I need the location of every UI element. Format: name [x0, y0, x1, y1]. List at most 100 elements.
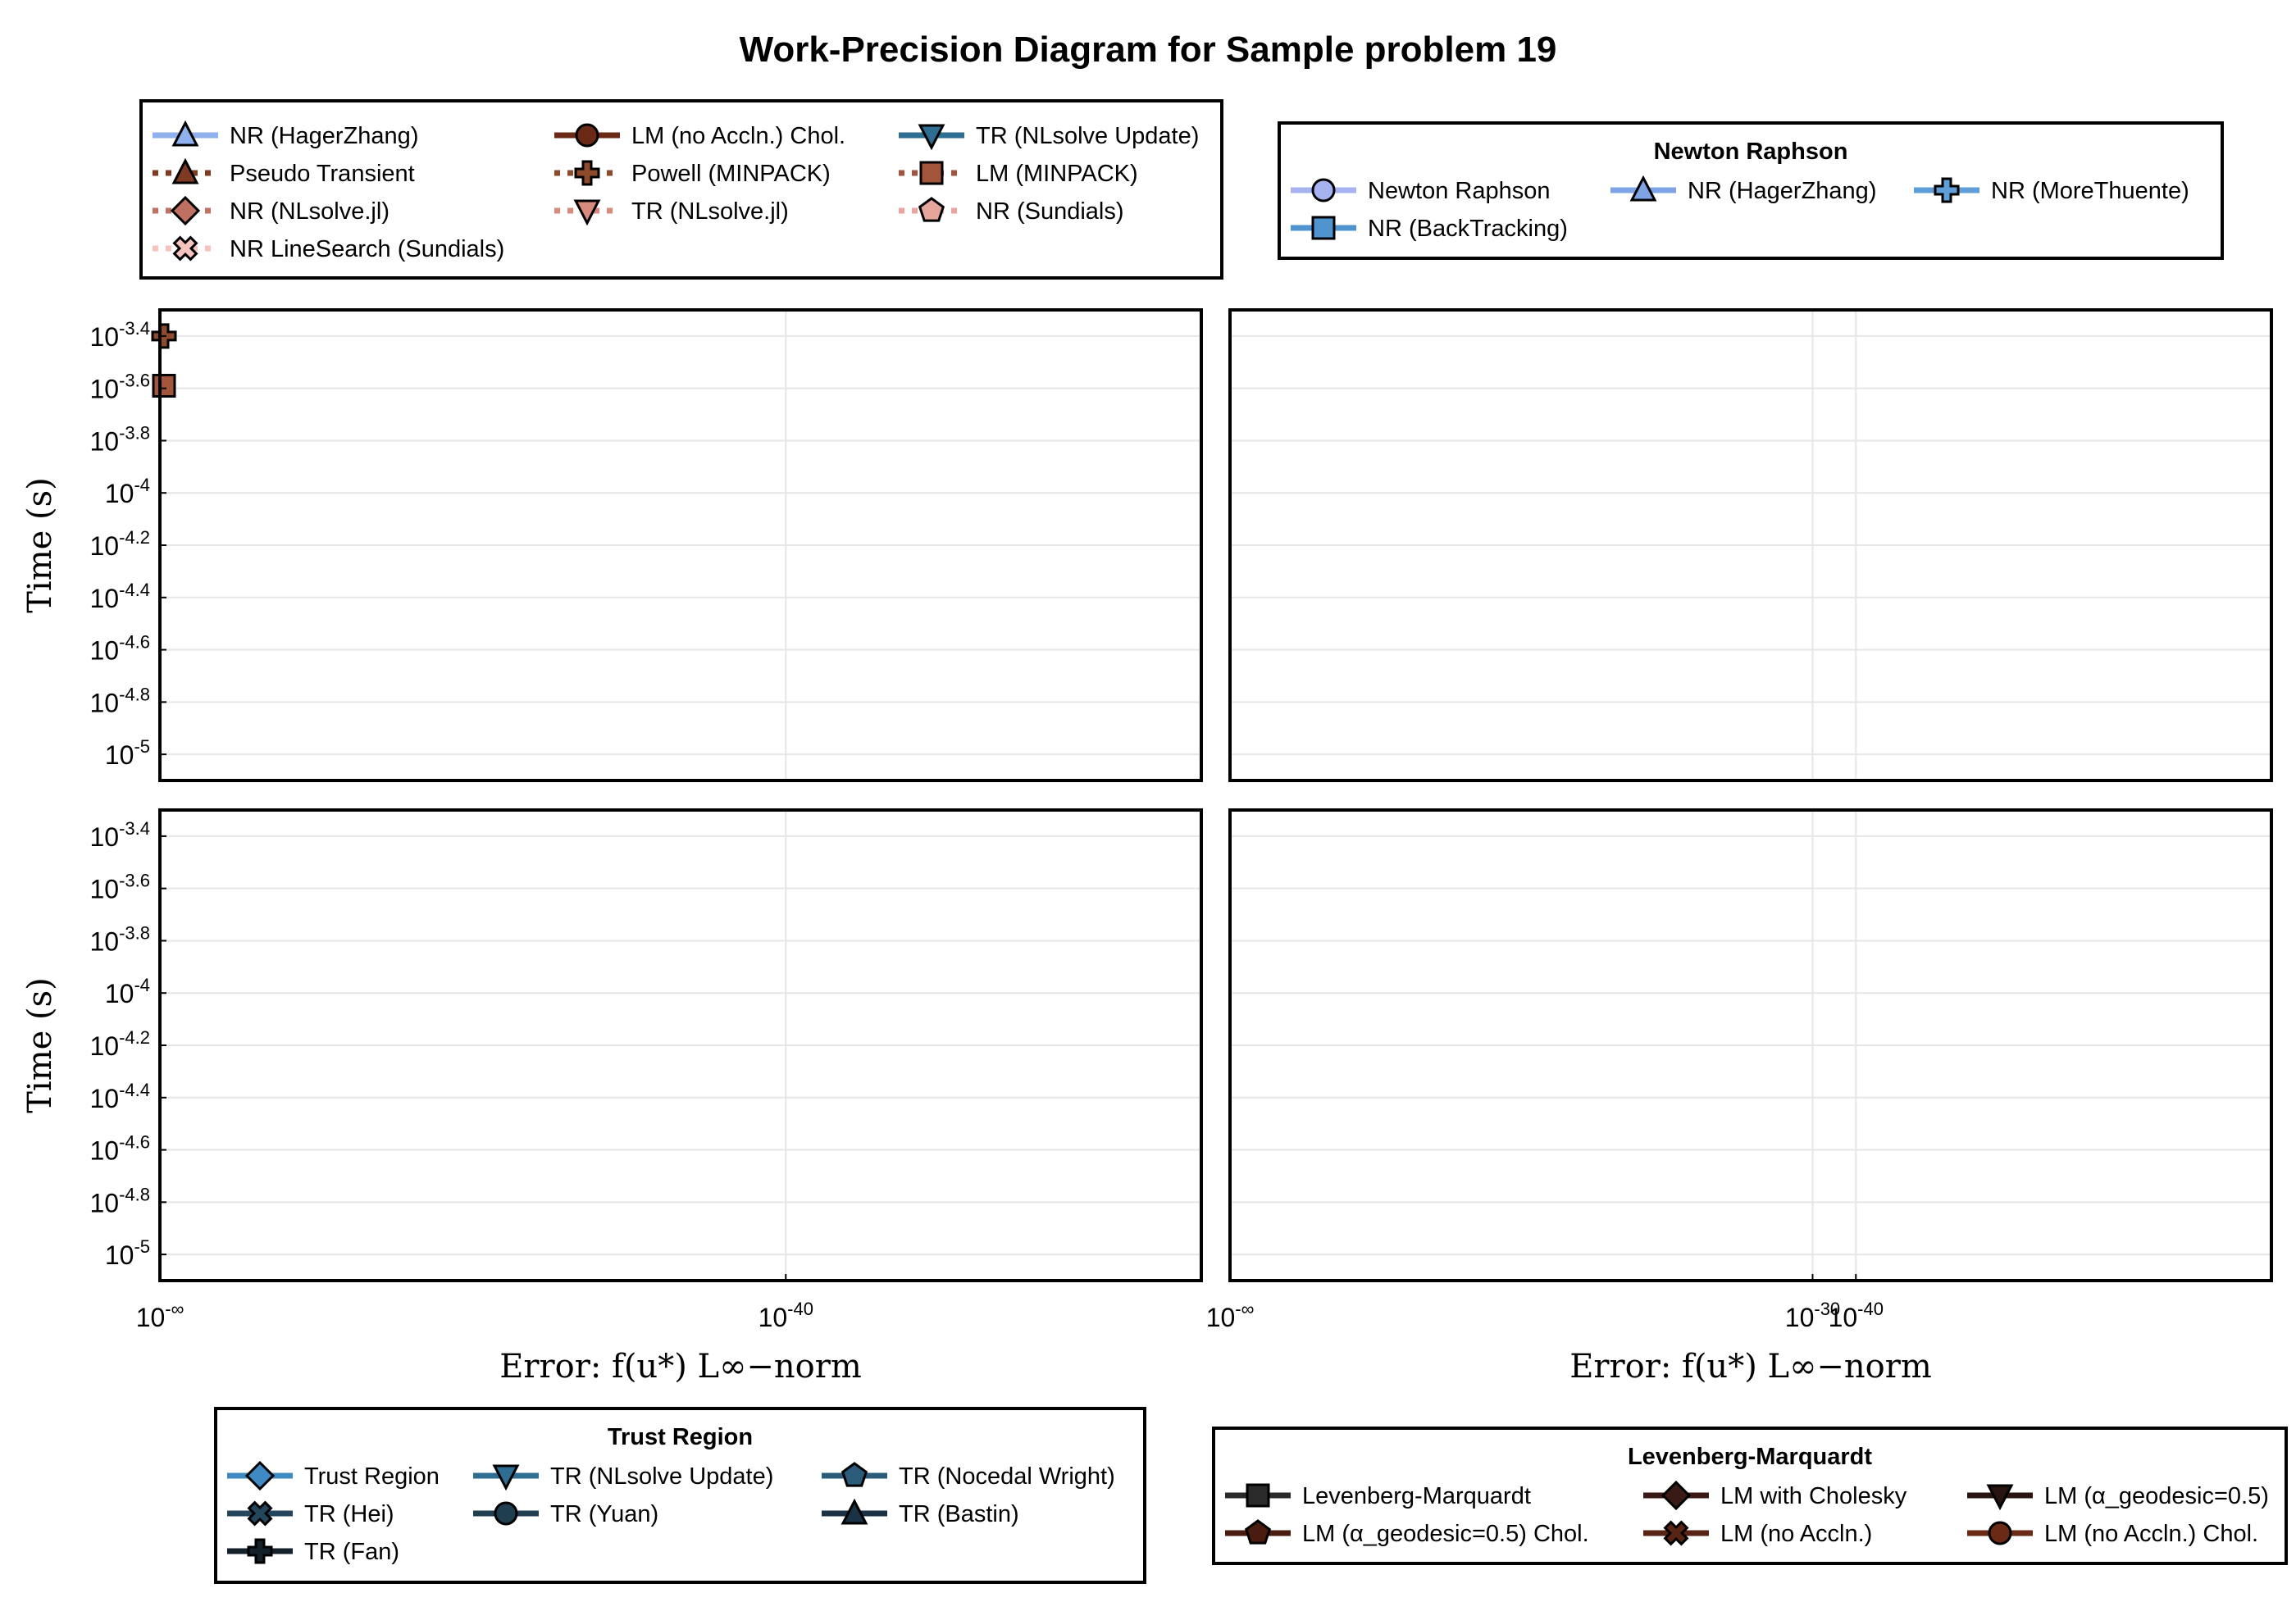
x-tick-label: 10-30: [1785, 1299, 1840, 1332]
legend-title: Trust Region: [608, 1424, 753, 1450]
legend-marker: [918, 124, 945, 151]
legend-label: Trust Region: [304, 1463, 440, 1490]
legend-label: LM (no Accln.) Chol.: [631, 123, 845, 149]
legend-label: NR (HagerZhang): [230, 123, 418, 149]
legend-label: TR (Bastin): [899, 1501, 1019, 1527]
y-tick-label: 10-5: [105, 736, 150, 770]
legend-label: NR (NLsolve.jl): [230, 198, 390, 225]
x-axis-label: Error: f(u*) L∞−norm: [1569, 1348, 1932, 1386]
legend-marker: [244, 1460, 276, 1491]
x-tick-label: 10-∞: [1206, 1299, 1255, 1332]
legend-marker: [492, 1464, 520, 1491]
legend-marker: [1986, 1484, 2014, 1511]
panel-grid: [1230, 810, 2271, 1281]
legend-marker: [1246, 1483, 1270, 1508]
x-axis-label: Error: f(u*) L∞−norm: [499, 1348, 862, 1386]
legend-label: Pseudo Transient: [230, 161, 415, 187]
legend-label: LM (MINPACK): [976, 161, 1138, 187]
legend-item: TR (Nocedal Wright): [822, 1462, 1115, 1490]
legend-item: NR (Sundials): [899, 197, 1124, 225]
legend-label: TR (Nocedal Wright): [899, 1463, 1115, 1490]
legend-frame: [1278, 121, 2224, 260]
y-tick-label: 10-4.4: [89, 1080, 150, 1113]
legend-label: TR (NLsolve.jl): [631, 198, 789, 225]
legend-marker: [575, 123, 599, 148]
y-tick-label: 10-4: [105, 975, 150, 1008]
legend-marker: [171, 157, 199, 184]
legend-title: Levenberg-Marquardt: [1628, 1444, 1872, 1470]
panel-grid: [160, 810, 1814, 1281]
legend-label: LM (α_geodesic=0.5): [2044, 1483, 2269, 1509]
legend-marker: [170, 195, 201, 226]
legend-frame: [214, 1407, 1146, 1584]
legend-label: NR LineSearch (Sundials): [230, 236, 504, 262]
legend-item: TR (NLsolve Update): [899, 123, 1199, 151]
legend-label: NR (HagerZhang): [1688, 178, 1876, 204]
legend-item: LM (α_geodesic=0.5): [1967, 1483, 2269, 1511]
y-tick-label: 10-4.6: [89, 1132, 150, 1166]
panel-top-left: 10-3.4 10-3.6 10-3.8 10-4 10-4.2 10-4.4 10-4.6…: [89, 308, 1814, 782]
legend-item: TR (NLsolve Update): [473, 1463, 773, 1491]
legend-item: Trust Region: [227, 1460, 440, 1491]
legend-bottom-right: Levenberg-Marquardt Levenberg-Marquardt LM…: [1212, 1427, 2288, 1565]
y-tick-label: 10-5: [105, 1236, 150, 1270]
y-tick-label: 10-3.6: [89, 371, 150, 404]
legend-label: LM with Cholesky: [1720, 1483, 1907, 1509]
legend-item: TR (Fan): [227, 1538, 399, 1565]
panel-frame: [1228, 308, 2273, 782]
legend-bottom-left: Trust Region Trust Region TR (NLsolve Upda…: [214, 1407, 1146, 1584]
x-tick-label: 10-40: [1829, 1299, 1884, 1332]
legend-label: LM (no Accln.) Chol.: [2044, 1521, 2258, 1547]
legend-label: NR (MoreThuente): [1991, 178, 2189, 204]
x-tick-label: 10-∞: [136, 1299, 184, 1332]
panel-grid: [160, 310, 1814, 780]
legend-item: Pseudo Transient: [153, 157, 415, 187]
legend-top-left: NR (HagerZhang) LM (no Accln.) Chol. TR (N…: [139, 99, 1223, 280]
legend-top-right: Newton Raphson Newton Raphson NR (HagerZha…: [1278, 121, 2224, 260]
legend-marker: [574, 160, 600, 186]
legend-item: NR (HagerZhang): [1610, 175, 1876, 204]
y-tick-label: 10-4: [105, 475, 150, 508]
y-axis-label: Time (s): [21, 477, 59, 613]
data-point: [152, 373, 176, 398]
legend-item: LM (no Accln.) Chol.: [554, 123, 845, 149]
legend-label: LM (no Accln.): [1720, 1521, 1872, 1547]
legend-label: Powell (MINPACK): [631, 161, 831, 187]
legend-item: Powell (MINPACK): [554, 160, 831, 187]
legend-label: TR (Yuan): [550, 1501, 658, 1527]
x-tick-label: 10-40: [758, 1299, 813, 1332]
legend-label: TR (Fan): [304, 1539, 399, 1565]
legend-label: NR (Sundials): [976, 198, 1124, 225]
legend-item: LM (α_geodesic=0.5) Chol.: [1225, 1519, 1589, 1547]
legend-item: Levenberg-Marquardt: [1225, 1483, 1531, 1509]
legend-marker: [1311, 178, 1336, 203]
legend-marker: [1988, 1521, 2012, 1545]
legend-item: LM (no Accln.) Chol.: [1967, 1521, 2258, 1547]
legend-marker: [171, 120, 199, 147]
legend-label: Newton Raphson: [1368, 178, 1550, 204]
legend-item: LM with Cholesky: [1643, 1480, 1907, 1511]
y-tick-label: 10-4.8: [89, 684, 150, 717]
legend-marker: [1244, 1519, 1272, 1545]
legend-marker: [1934, 177, 1960, 203]
legend-label: NR (BackTracking): [1368, 216, 1568, 242]
legend-item: Newton Raphson: [1291, 178, 1550, 204]
legend-item: TR (Bastin): [822, 1498, 1019, 1527]
legend-item: NR (BackTracking): [1291, 216, 1568, 242]
y-tick-label: 10-4.4: [89, 580, 150, 613]
y-tick-label: 10-4.2: [89, 527, 150, 561]
legend-item: LM (no Accln.): [1643, 1520, 1872, 1547]
y-tick-label: 10-3.6: [89, 871, 150, 904]
y-tick-label: 10-4.2: [89, 1027, 150, 1061]
legend-label: Levenberg-Marquardt: [1302, 1483, 1531, 1509]
chart-title: Work-Precision Diagram for Sample proble…: [740, 30, 1557, 70]
legend-marker: [840, 1462, 868, 1487]
y-tick-label: 10-3.8: [89, 422, 150, 456]
y-tick-label: 10-3.4: [89, 318, 150, 352]
legend-label: TR (Hei): [304, 1501, 394, 1527]
panel-top-right: [1228, 308, 2273, 782]
legend-marker: [1663, 1520, 1689, 1546]
legend-item: TR (Hei): [227, 1500, 394, 1527]
